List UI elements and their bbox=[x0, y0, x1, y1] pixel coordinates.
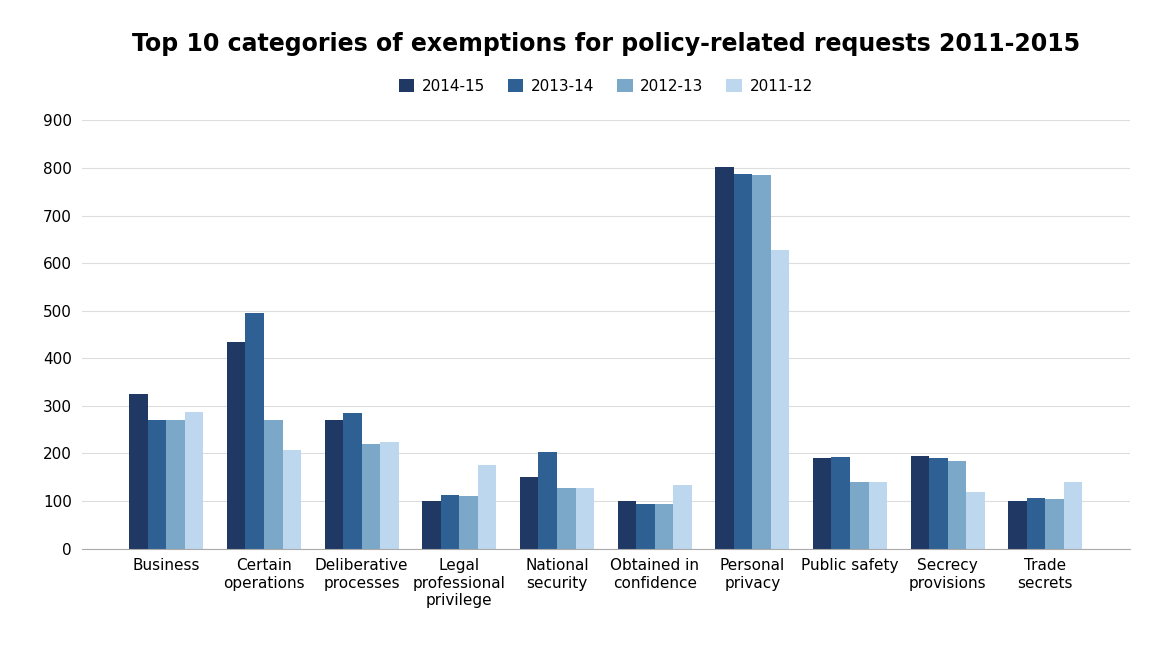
Bar bbox=[911, 456, 929, 549]
Bar bbox=[129, 394, 148, 549]
Bar bbox=[422, 501, 440, 549]
Bar bbox=[673, 485, 692, 549]
Bar bbox=[966, 492, 984, 549]
Legend: 2014-15, 2013-14, 2012-13, 2011-12: 2014-15, 2013-14, 2012-13, 2011-12 bbox=[393, 72, 819, 100]
Bar bbox=[459, 496, 478, 549]
Bar bbox=[869, 482, 887, 549]
Bar bbox=[715, 167, 734, 549]
Bar bbox=[246, 313, 264, 549]
Bar bbox=[734, 174, 753, 549]
Bar bbox=[264, 420, 283, 549]
Bar bbox=[1045, 498, 1064, 549]
Bar bbox=[185, 411, 204, 549]
Bar bbox=[148, 420, 167, 549]
Bar bbox=[813, 458, 832, 549]
Bar bbox=[655, 504, 673, 549]
Bar bbox=[361, 444, 380, 549]
Bar bbox=[929, 458, 947, 549]
Bar bbox=[167, 420, 185, 549]
Title: Top 10 categories of exemptions for policy-related requests 2011-2015: Top 10 categories of exemptions for poli… bbox=[132, 32, 1080, 56]
Bar bbox=[380, 442, 398, 549]
Bar bbox=[636, 504, 655, 549]
Bar bbox=[440, 495, 459, 549]
Bar bbox=[227, 342, 246, 549]
Bar bbox=[771, 250, 790, 549]
Bar bbox=[753, 175, 771, 549]
Bar bbox=[343, 413, 361, 549]
Bar bbox=[850, 482, 869, 549]
Bar bbox=[947, 460, 966, 549]
Bar bbox=[325, 420, 343, 549]
Bar bbox=[1026, 498, 1045, 549]
Bar bbox=[478, 466, 496, 549]
Bar bbox=[1064, 482, 1082, 549]
Bar bbox=[538, 452, 557, 549]
Bar bbox=[557, 488, 576, 549]
Bar bbox=[617, 501, 636, 549]
Bar bbox=[520, 477, 538, 549]
Bar bbox=[832, 457, 850, 549]
Bar bbox=[283, 450, 301, 549]
Bar bbox=[576, 488, 594, 549]
Bar bbox=[1008, 501, 1026, 549]
